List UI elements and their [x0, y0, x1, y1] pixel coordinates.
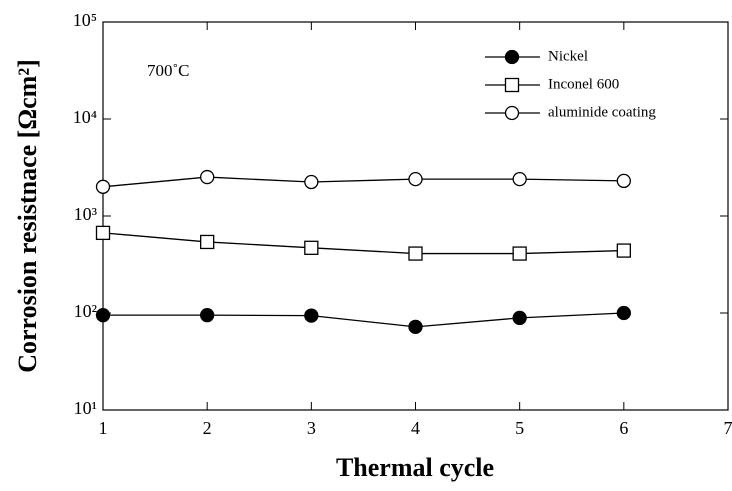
x-tick-label: 4 [411, 418, 420, 438]
data-point [512, 171, 527, 187]
x-tick-label: 6 [619, 418, 628, 438]
legend-marker [504, 105, 520, 121]
legend-label: Inconel 600 [548, 76, 619, 92]
data-point [200, 308, 215, 323]
y-tick-label: 10⁴ [73, 107, 97, 127]
data-point [200, 234, 215, 250]
legend-marker [504, 77, 520, 93]
data-point [616, 173, 631, 189]
plot-frame [102, 21, 729, 411]
x-tick-label: 7 [724, 418, 732, 438]
y-tick-label: 10³ [74, 204, 98, 224]
data-point [95, 308, 111, 323]
data-point [616, 243, 631, 258]
y-tick-label: 10¹ [74, 398, 97, 418]
data-point [408, 246, 423, 261]
x-tick-label: 3 [307, 418, 316, 438]
x-tick-label: 2 [203, 418, 212, 438]
annotation: 700˚C [147, 61, 190, 80]
y-tick-label: 10² [74, 301, 97, 321]
data-point [616, 305, 631, 321]
x-axis-title: Thermal cycle [336, 453, 494, 482]
data-point [304, 174, 319, 190]
data-point [95, 225, 111, 241]
data-point [200, 169, 215, 185]
legend-label: Nickel [548, 48, 588, 64]
data-point [512, 246, 527, 261]
data-point [304, 240, 319, 255]
series-line [102, 232, 624, 255]
series-line [102, 176, 624, 188]
data-point [304, 308, 319, 323]
legend-label: aluminide coating [548, 104, 656, 120]
data-point [408, 171, 423, 187]
y-tick-label: 10⁵ [73, 10, 97, 30]
data-point [95, 179, 111, 194]
data-point [512, 310, 527, 326]
data-point [408, 319, 423, 334]
x-tick-label: 1 [99, 418, 108, 438]
legend-marker [504, 49, 520, 65]
y-axis-title: Corrosion resistnace [Ωcm²] [13, 59, 42, 373]
x-tick-label: 5 [515, 418, 524, 438]
series-line [103, 312, 624, 328]
